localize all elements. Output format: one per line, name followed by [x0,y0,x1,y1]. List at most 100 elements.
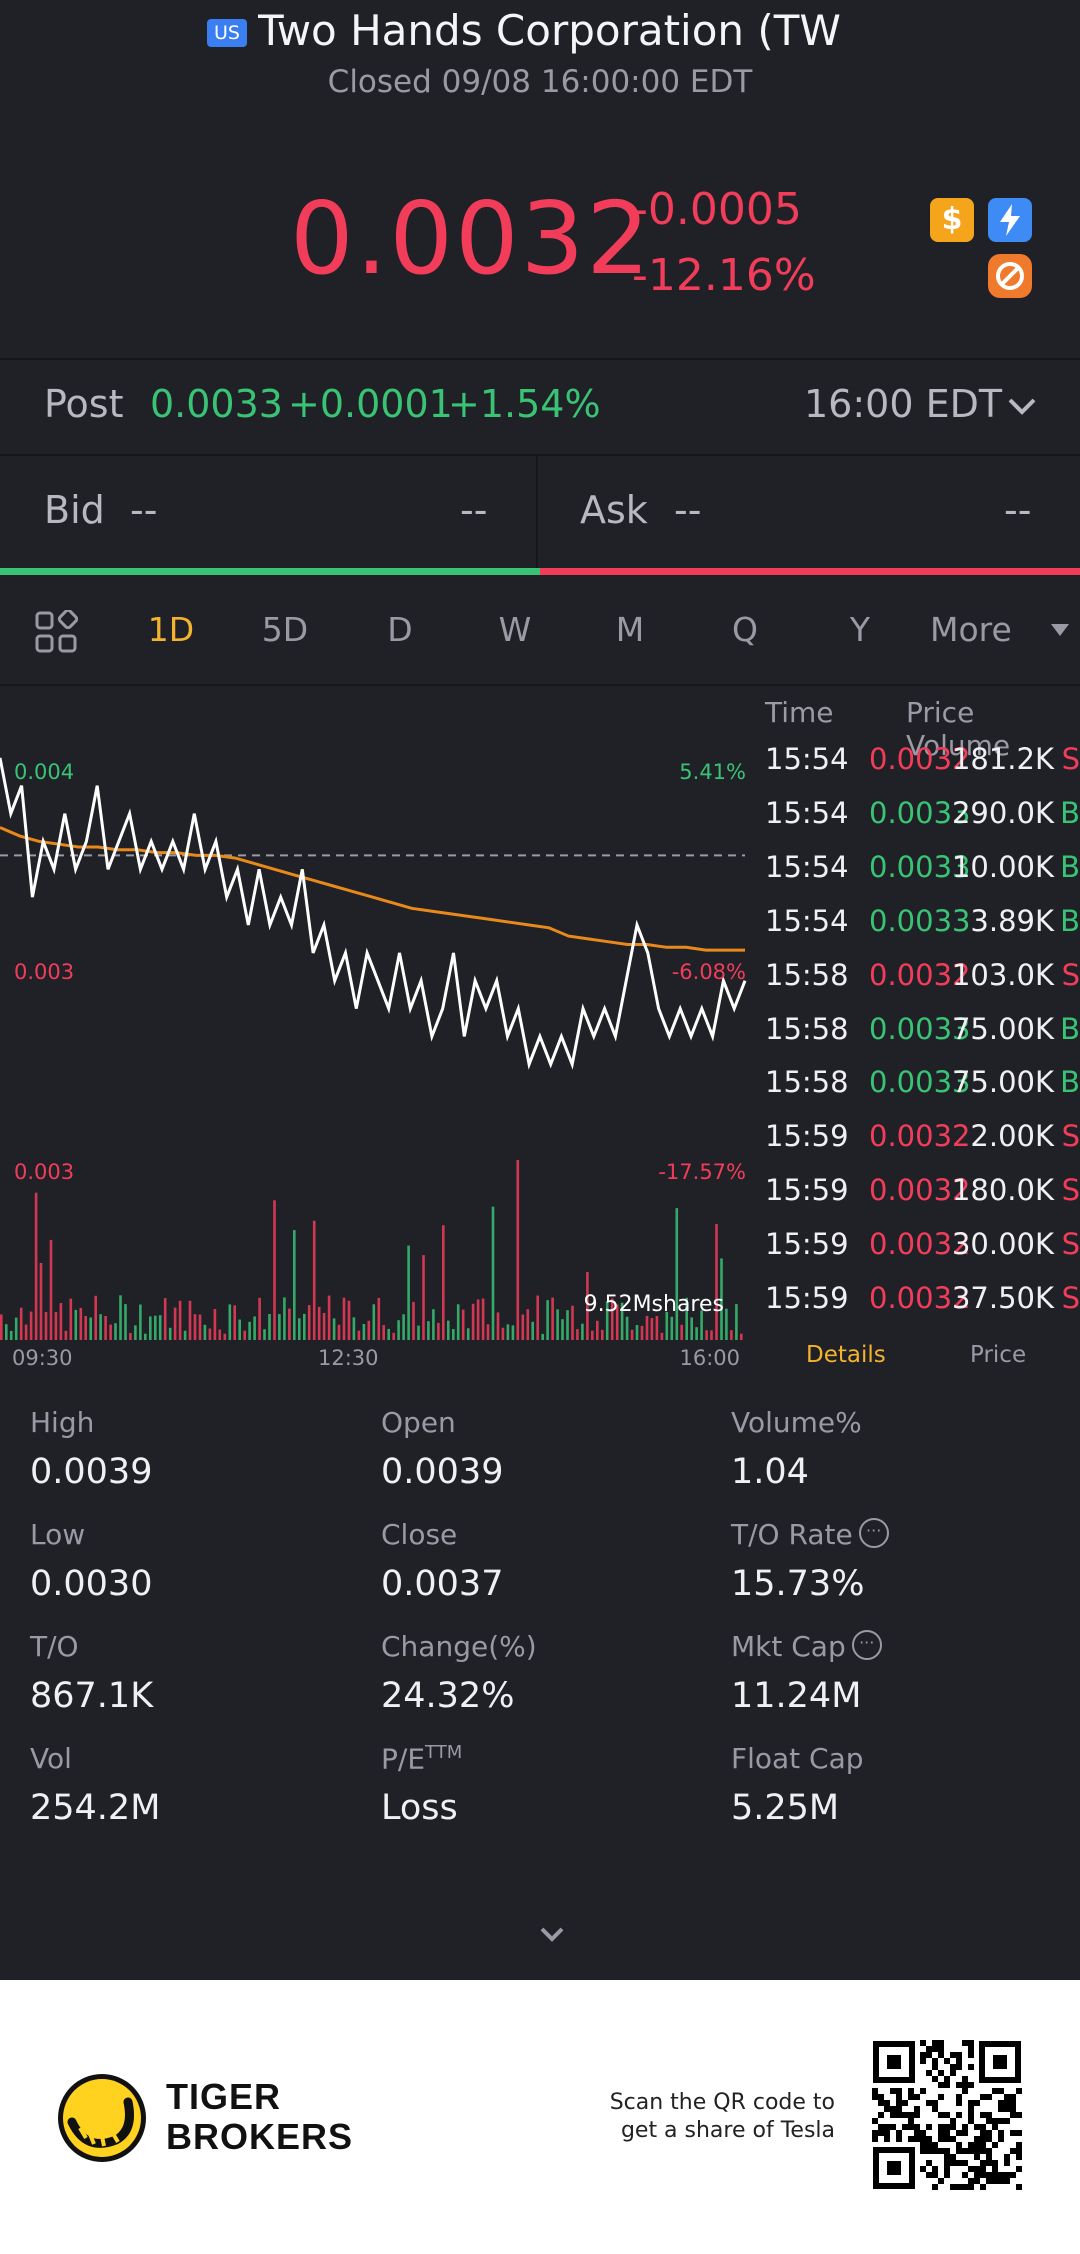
stat-label-mkt-cap: Mkt Cap [731,1630,846,1663]
trade-volume: 37.50K [951,1281,1054,1315]
trade-price: 0.0032 [869,742,971,776]
post-market-time[interactable]: 16:00 EDT [804,382,1003,426]
tab-q[interactable]: Q [732,610,758,649]
volume-bar [283,1297,286,1340]
volume-bar [685,1297,688,1340]
trade-price: 0.0033 [869,849,971,884]
tab-5d[interactable]: 5D [261,610,309,649]
trade-time: 15:58 [765,1065,849,1100]
trade-side: S [1061,1281,1080,1315]
volume-bar [228,1304,232,1340]
tab-d[interactable]: D [387,610,413,649]
intraday-chart[interactable]: 0.004 0.003 0.003 5.41% -6.08% -17.57% 9… [0,690,750,1370]
volume-bar [591,1330,594,1340]
tab-1d[interactable]: 1D [147,610,195,649]
stock-title: Two Hands Corporation (TWOH) [258,6,843,55]
volume-bar [114,1323,117,1340]
chevron-down-icon[interactable] [1004,388,1040,424]
volume-bar [24,1324,28,1340]
trade-time: 15:54 [765,795,849,830]
volume-bar [392,1332,395,1340]
stat-label-high: High [30,1406,95,1439]
volume-bar [620,1302,624,1340]
expand-chevron-icon[interactable] [534,1916,570,1952]
volume-bar [223,1333,227,1340]
volume-bar [268,1314,271,1340]
volume-bar [695,1327,698,1340]
post-market-change: +0.0001 [288,382,453,426]
pct-label-low: -17.57% [658,1160,746,1184]
volume-bar [655,1316,659,1340]
volume-bar [332,1318,336,1340]
volume-bar [337,1324,341,1340]
volume-bar [476,1299,480,1340]
dollar-icon[interactable]: $ [930,198,974,242]
tab-y[interactable]: Y [849,610,871,649]
trade-side: B [1060,1065,1080,1100]
price-label-low: 0.003 [14,1160,74,1184]
trade-row: 15:59 0.0032 37.50K S [765,1281,1080,1335]
volume-bars [0,1160,743,1340]
volume-bar [546,1300,549,1340]
volume-bar [243,1330,246,1340]
volume-bar [422,1255,425,1340]
volume-bar [596,1320,599,1340]
trade-row: 15:58 0.0033 75.00K B [765,1012,1080,1066]
volume-bar [203,1324,207,1340]
market-status: Closed 09/08 16:00:00 EDT [327,64,753,100]
volume-bar [720,1258,723,1340]
tab-details[interactable]: Details [806,1342,886,1368]
tab-m[interactable]: M [615,610,645,649]
more-info-icon[interactable]: ··· [851,1630,882,1660]
bid-label: Bid [44,488,105,532]
stat-label-vol: Vol [30,1742,72,1775]
grid-icon[interactable] [34,608,79,654]
volume-bar [44,1312,48,1340]
volume-bar [412,1301,415,1340]
volume-bar [740,1333,743,1340]
volume-bar [163,1298,167,1340]
volume-bar [238,1319,241,1340]
volume-bar [233,1305,236,1340]
stat-value-close: 0.0037 [381,1564,504,1604]
trade-row: 15:58 0.0033 75.00K B [765,1065,1080,1119]
volume-bar [327,1295,331,1340]
trade-time: 15:58 [765,1011,849,1046]
more-info-icon[interactable]: ··· [858,1518,889,1548]
caret-down-icon [1051,624,1069,636]
brand-name-line1: TIGER [166,2076,282,2117]
volume-bar [586,1272,589,1340]
volume-bar [69,1298,73,1340]
volume-bar [680,1324,683,1340]
flash-icon[interactable] [988,198,1032,242]
volume-bar [74,1309,78,1340]
volume-bar [516,1160,520,1340]
brand-name-line2: BROKERS [166,2116,354,2157]
swirl-icon[interactable] [988,254,1032,298]
volume-bar [208,1328,212,1340]
volume-bar [705,1330,708,1340]
trade-time: 15:54 [765,742,849,776]
volume-bar [665,1312,669,1340]
volume-bar [89,1317,92,1340]
bid-price: -- [130,488,158,532]
trade-time: 15:59 [765,1227,849,1262]
divider [536,456,538,568]
volume-bar [94,1295,97,1340]
tab-more[interactable]: More [930,610,1012,649]
trade-side: S [1061,1119,1080,1154]
tab-w[interactable]: W [498,610,532,649]
volume-bar [521,1314,525,1340]
volume-bar [317,1306,321,1340]
volume-bar [541,1333,544,1340]
volume-bar [5,1324,8,1340]
trade-time: 15:58 [765,957,849,992]
tab-price[interactable]: Price [970,1342,1027,1368]
volume-bar [342,1297,346,1340]
trade-time: 15:59 [765,1281,849,1315]
volume-bar [605,1301,609,1340]
average-price-line [0,826,745,952]
volume-bar [675,1208,679,1340]
volume-bar [387,1328,390,1340]
stat-item-to-rate: T/O Rate ··· [731,1518,889,1551]
